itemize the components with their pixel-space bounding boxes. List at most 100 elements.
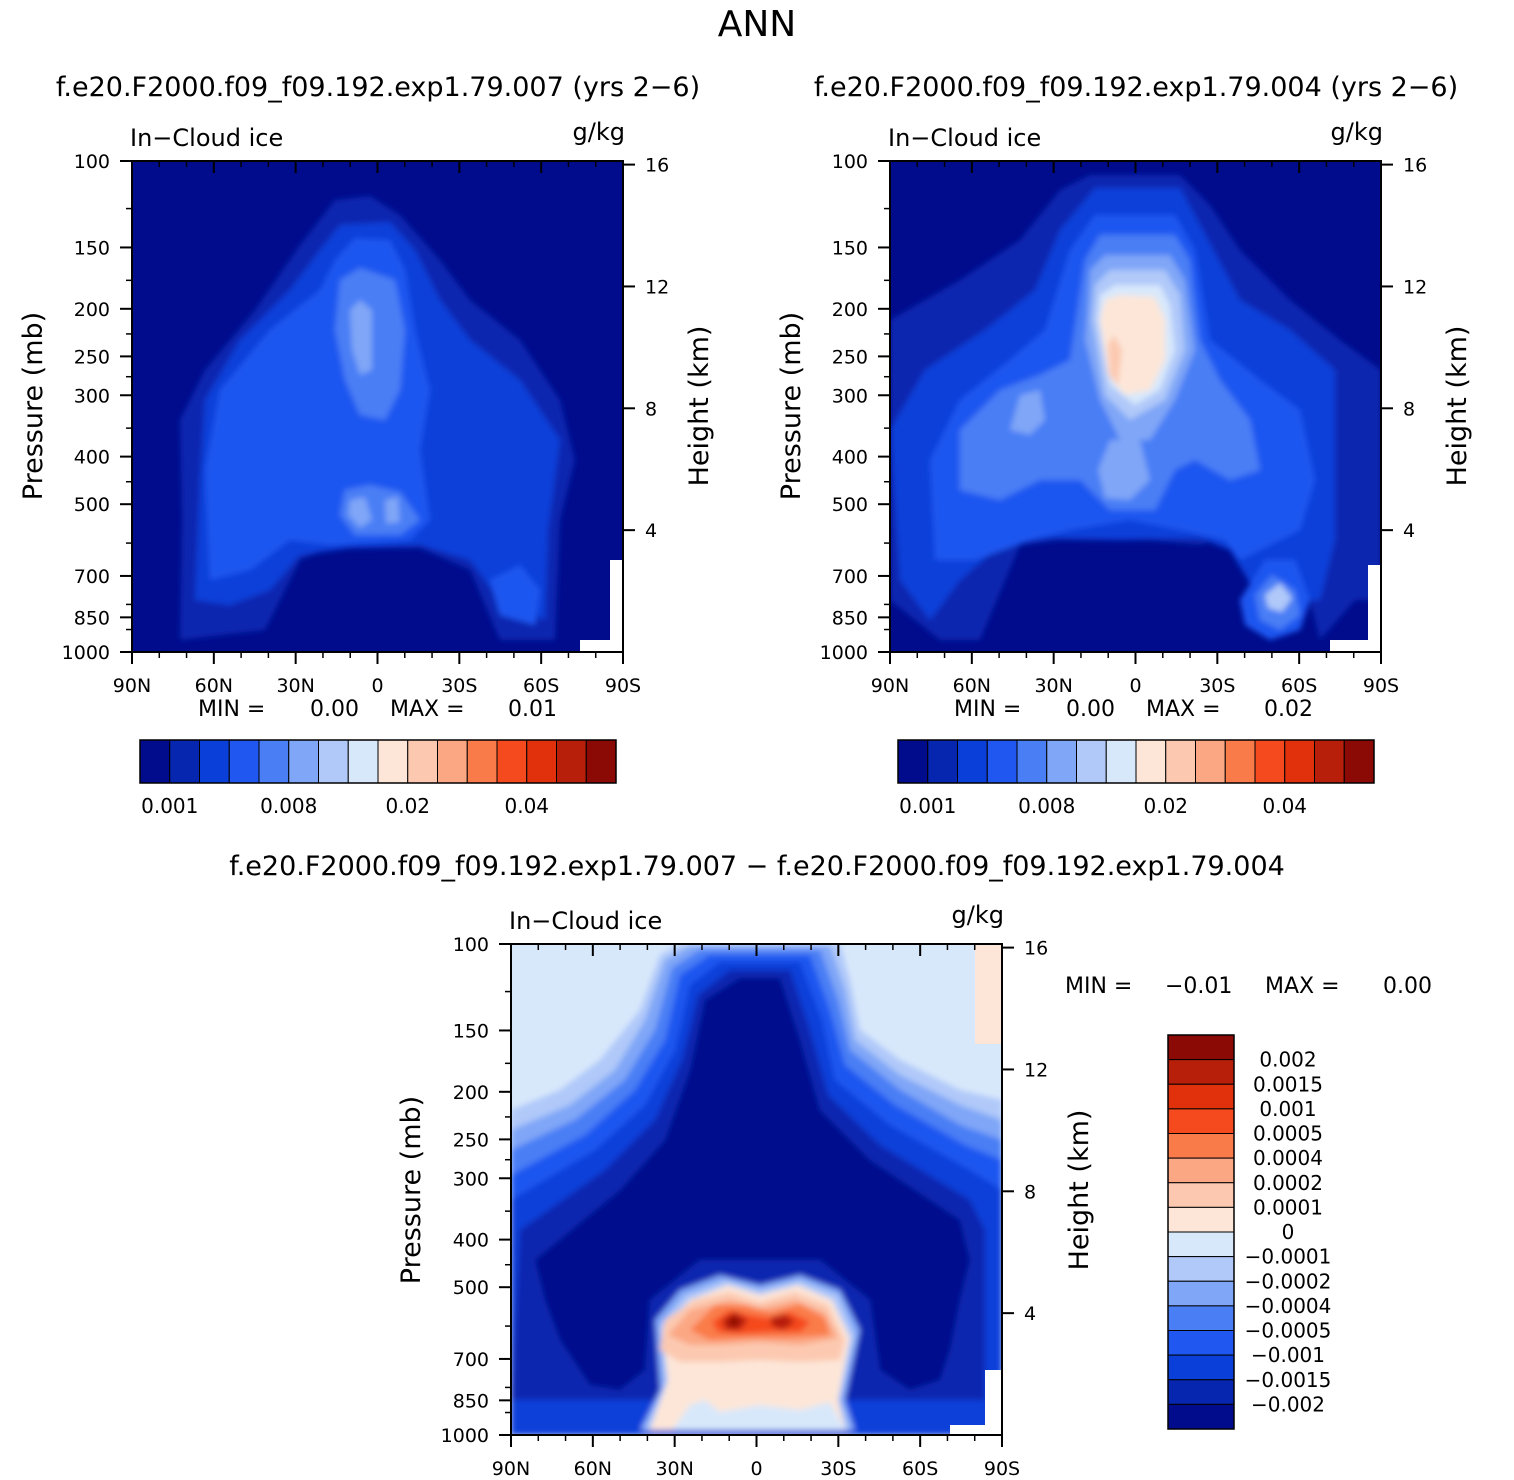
colorbar-frame	[897, 739, 1375, 784]
colorbar-swatch	[466, 739, 498, 784]
panel-1-min-label: MIN =	[198, 697, 265, 722]
x-tick-label: 60S	[523, 675, 559, 697]
y-tick-label: 100	[453, 934, 489, 956]
colorbar-swatch	[1167, 1354, 1235, 1381]
p3-level-g	[535, 978, 970, 1390]
colorbar-swatch	[1167, 1083, 1235, 1110]
x-tick-label: 30N	[655, 1458, 693, 1480]
x-tick-label: 30S	[441, 675, 477, 697]
y2-tick-label: 12	[645, 276, 669, 298]
p2-level-9	[1108, 335, 1122, 385]
y2-tick-label: 4	[1403, 520, 1415, 542]
colorbar-swatch	[1167, 1157, 1235, 1184]
colorbar-swatch	[1167, 1280, 1235, 1307]
y-tick-label: 200	[74, 299, 110, 321]
panel-1-y-axis: 100 150 200 250 300 400 500 700 850 1000	[62, 151, 132, 664]
panel-3-ylabel: Pressure (mb)	[396, 1096, 427, 1284]
colorbar-swatch	[1284, 739, 1315, 784]
y-tick-label: 500	[832, 494, 868, 516]
p3-level-o	[722, 1312, 795, 1330]
panel-3-min-label: MIN =	[1065, 974, 1132, 999]
y-tick-label: 100	[74, 151, 110, 173]
y2-tick-label: 16	[1024, 938, 1048, 960]
colorbar-label: 0.0015	[1253, 1072, 1323, 1096]
y-tick-label: 850	[453, 1390, 489, 1412]
panel-1-max-value: 0.01	[508, 697, 557, 722]
panel-2-min-value: 0.00	[1066, 697, 1115, 722]
panel-2-contour-field	[890, 161, 1381, 652]
y-tick-label: 400	[453, 1230, 489, 1252]
y-tick-label: 500	[74, 494, 110, 516]
colorbar-swatch	[169, 739, 200, 784]
colorbar-swatch	[1105, 739, 1137, 784]
panel-2-max-label: MAX =	[1146, 697, 1221, 722]
colorbar-label: 0.001	[141, 794, 198, 818]
colorbar-swatch	[1224, 739, 1256, 784]
colorbar-swatch	[1254, 739, 1286, 784]
colorbar-label: 0	[1282, 1220, 1295, 1244]
figure-title: ANN	[718, 4, 797, 45]
x-tick-label: 90S	[1363, 675, 1399, 697]
panel-3-y2label: Height (km)	[1064, 1110, 1095, 1271]
y2-tick-label: 16	[645, 155, 669, 177]
colorbar-label: −0.0015	[1245, 1368, 1332, 1392]
panel-3-colorbar: 0.0020.00150.0010.00050.00040.00020.0001…	[1167, 1034, 1332, 1430]
colorbar-swatch	[199, 739, 230, 784]
colorbar-label: 0.001	[899, 794, 956, 818]
panel-3-left-label: In−Cloud ice	[509, 907, 662, 935]
x-tick-label: 30S	[1199, 675, 1235, 697]
y2-tick-label: 12	[1024, 1059, 1048, 1081]
colorbar-label: 0.02	[1143, 794, 1188, 818]
x-tick-label: 90N	[871, 675, 909, 697]
panel-1-contour-field	[132, 161, 623, 652]
y-tick-label: 850	[74, 607, 110, 629]
x-tick-label: 90N	[113, 675, 151, 697]
panel-3-max-label: MAX =	[1265, 974, 1340, 999]
x-tick-label: 0	[371, 675, 383, 697]
x-tick-label: 30N	[276, 675, 314, 697]
y-tick-label: 700	[832, 566, 868, 588]
colorbar-frame	[1167, 1034, 1235, 1430]
panel-1-left-label: In−Cloud ice	[130, 124, 283, 152]
colorbar-swatch	[1343, 739, 1375, 784]
colorbar-label: 0.0005	[1253, 1122, 1323, 1146]
panel-3-max-value: 0.00	[1383, 974, 1432, 999]
panel-1-title: f.e20.F2000.f09_f09.192.exp1.79.007 (yrs…	[56, 72, 700, 103]
p3-level-p	[728, 1316, 740, 1328]
colorbar-frame	[139, 739, 617, 784]
y2-tick-label: 4	[645, 520, 657, 542]
colorbar-swatch	[1135, 739, 1167, 784]
colorbar-label: −0.002	[1251, 1392, 1325, 1416]
x-tick-label: 60N	[195, 675, 233, 697]
panel-2-colorbar: 0.001 0.008 0.02 0.04	[897, 739, 1375, 818]
colorbar-swatch	[585, 739, 617, 784]
y-tick-label: 150	[74, 237, 110, 259]
p1-level-3	[205, 238, 540, 625]
y-tick-label: 200	[832, 299, 868, 321]
colorbar-swatch	[228, 739, 260, 784]
y-tick-label: 700	[453, 1349, 489, 1371]
colorbar-swatch	[1167, 1379, 1235, 1405]
colorbar-label: −0.001	[1251, 1343, 1325, 1367]
panel-2-ylabel: Pressure (mb)	[776, 312, 807, 500]
colorbar-swatch	[1167, 1206, 1235, 1233]
x-tick-label: 30S	[820, 1458, 856, 1480]
colorbar-swatch	[526, 739, 557, 784]
colorbar-swatch	[1076, 739, 1107, 784]
x-tick-label: 0	[750, 1458, 762, 1480]
y-tick-label: 1000	[441, 1425, 489, 1447]
y-tick-label: 1000	[820, 642, 868, 664]
y-tick-label: 300	[74, 385, 110, 407]
colorbar-label: −0.0004	[1245, 1294, 1332, 1318]
colorbar-swatch	[258, 739, 290, 784]
y-tick-label: 400	[74, 447, 110, 469]
y-tick-label: 250	[832, 346, 868, 368]
colorbar-swatch	[1165, 739, 1196, 784]
y-tick-label: 200	[453, 1082, 489, 1104]
y2-tick-label: 8	[645, 398, 657, 420]
colorbar-label: −0.0001	[1245, 1245, 1332, 1269]
panel-2-max-value: 0.02	[1264, 697, 1313, 722]
panel-1-max-label: MAX =	[390, 697, 465, 722]
panel-3-contour-field	[511, 944, 1002, 1435]
